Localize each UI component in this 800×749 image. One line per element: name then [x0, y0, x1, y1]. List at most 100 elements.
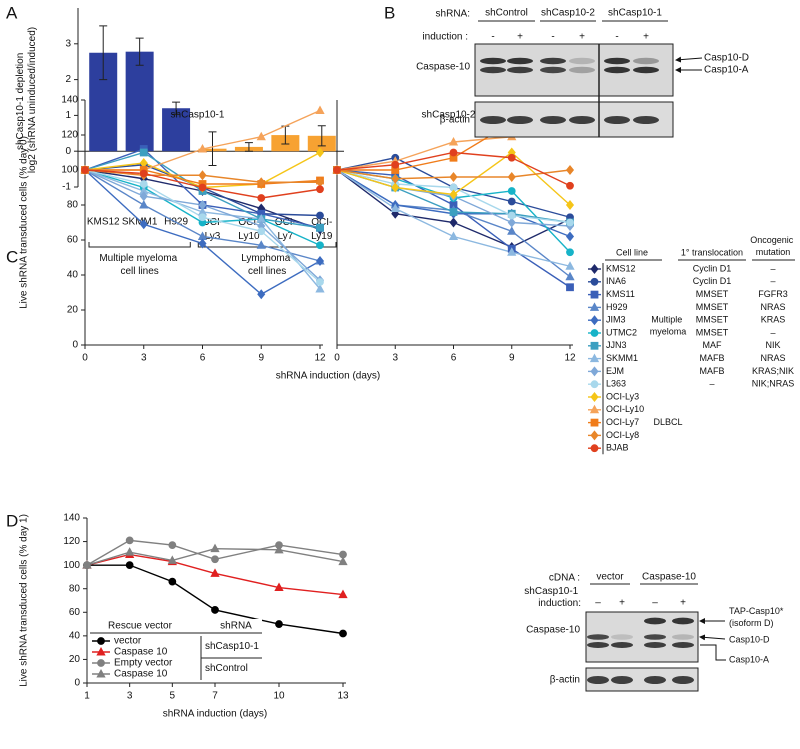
marker [507, 211, 516, 220]
group-label: Multiple myeloma cell lines [99, 253, 180, 277]
panel-letter: D [6, 511, 18, 530]
legend-label: vector [114, 636, 142, 647]
legend-label: INA6 [606, 276, 626, 286]
marker [448, 231, 459, 240]
marker [315, 283, 325, 293]
legend-label: OCI-Ly10 [606, 404, 644, 414]
band [587, 642, 609, 648]
legend-mutation: – [770, 263, 775, 273]
error-bar [99, 25, 108, 81]
x-tick-label: KMS12 [87, 217, 120, 228]
y-tick-label: 40 [69, 630, 81, 641]
induction-sign: - [551, 32, 554, 43]
induction-sign: - [491, 32, 494, 43]
y-tick-label: 60 [69, 607, 81, 618]
y-tick-label: 1 [65, 110, 71, 121]
x-tick-label: 3 [392, 353, 398, 364]
group-label: Lymphoma cell lines [241, 253, 293, 277]
induction-sign: + [643, 32, 649, 43]
legend-mutation: NRAS [760, 302, 785, 312]
marker [338, 589, 348, 599]
marker [257, 194, 266, 202]
legend-marker [590, 290, 599, 299]
legend-translocation: MMSET [696, 327, 729, 337]
band-label: Casp10-A [704, 65, 749, 76]
x-tick-label: 5 [170, 691, 176, 702]
marker [168, 577, 177, 586]
legend-mutation: KRAS;NIK [752, 366, 794, 376]
marker [507, 197, 516, 206]
x-tick-label: SKMM1 [122, 217, 158, 228]
induction-sign: + [517, 32, 523, 43]
marker [507, 247, 517, 256]
chart-title: shCasp10-1 [171, 110, 225, 121]
legend-group: Multiple myeloma [650, 315, 687, 337]
legend-group: DLBCL [653, 417, 682, 427]
legend-label: KMS12 [606, 263, 636, 273]
marker [391, 160, 400, 169]
band [644, 617, 666, 625]
band-label: TAP-Casp10* (isoform D) [729, 606, 786, 628]
legend-marker [590, 264, 599, 274]
marker [390, 203, 400, 212]
marker [333, 166, 341, 174]
blot-group: vector [596, 572, 624, 583]
marker [274, 582, 284, 592]
legend-label: Caspase 10 [114, 669, 168, 680]
induction-sign: – [652, 598, 658, 609]
blot-group: shControl [485, 8, 528, 19]
legend-marker [590, 444, 599, 453]
error-bar [244, 142, 253, 152]
y-tick-label: 2 [65, 74, 71, 85]
legend-header: Oncogenic mutation [750, 235, 796, 257]
y-tick-label: 40 [67, 270, 79, 281]
y-tick-label: 80 [67, 200, 79, 211]
legend-marker [589, 404, 600, 414]
marker [316, 211, 324, 220]
legend-label: EJM [606, 366, 624, 376]
marker [167, 555, 177, 564]
legend-mutation: NIK [765, 340, 780, 350]
legend-mutation: NRAS [760, 353, 785, 363]
legend-translocation: MMSET [696, 302, 729, 312]
legend-mutation: NIK;NRAS [752, 379, 795, 389]
x-tick-label: 3 [127, 691, 133, 702]
legend-marker [590, 366, 599, 377]
marker [198, 238, 207, 249]
bar [125, 51, 154, 152]
y-tick-label: 0 [72, 340, 78, 351]
marker [566, 283, 574, 292]
x-axis-label: shRNA induction (days) [163, 709, 268, 720]
y-tick-label: 0 [74, 678, 80, 689]
legend-translocation: MMSET [696, 289, 729, 299]
legend-label: BJAB [606, 443, 629, 453]
band [604, 57, 630, 65]
marker [507, 187, 516, 195]
x-tick-label: 3 [141, 353, 147, 364]
band [540, 57, 566, 65]
legend-label: H929 [606, 302, 628, 312]
y-tick-label: 100 [61, 165, 78, 176]
band [540, 66, 566, 74]
legend-translocation: MAFB [699, 353, 724, 363]
marker [82, 560, 92, 569]
marker [139, 180, 148, 188]
band [633, 116, 659, 124]
band [587, 676, 609, 684]
blot-label: induction : [422, 32, 468, 43]
y-axis-label: shCasp10-1 depletion log2 (shRNA uninduc… [15, 27, 38, 173]
marker [338, 556, 348, 566]
band [672, 676, 694, 684]
marker [256, 131, 266, 141]
marker [125, 561, 134, 570]
legend-marker [589, 302, 600, 311]
band [672, 642, 694, 648]
blot-label: shCasp10-1 induction: [524, 586, 581, 609]
error-bar [172, 101, 181, 115]
error-bar [208, 131, 217, 167]
marker [125, 547, 135, 556]
marker [198, 200, 207, 210]
legend-marker [590, 430, 599, 441]
legend-marker [590, 341, 599, 350]
legend-label: OCI-Ly7 [606, 417, 639, 427]
